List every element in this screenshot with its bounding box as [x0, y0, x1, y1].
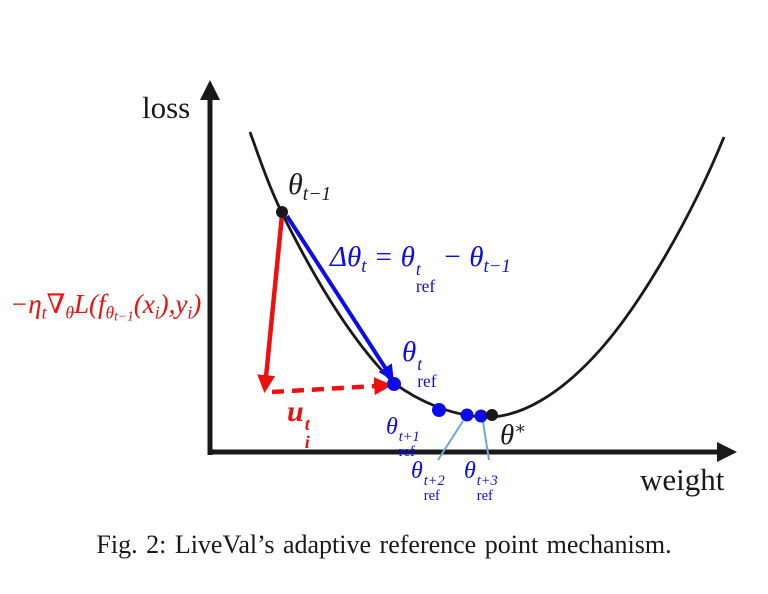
gradient-step-arrow — [257, 214, 285, 394]
curve-points — [276, 206, 498, 423]
theta-prev-label: θt−1 — [288, 168, 332, 206]
theta-ref-t3-dot — [474, 409, 488, 423]
leader-line-theta-ref-t3 — [482, 421, 490, 461]
theta-ref-t1-label: θ t+1 ref — [386, 414, 420, 460]
gradient-term-label: −ηt∇θL(fθt−1(xi),yi) — [10, 289, 202, 324]
u-vector-arrow — [271, 377, 393, 396]
figure-caption: Fig. 2: LiveVal’s adaptive reference poi… — [96, 530, 672, 559]
theta-ref-t-dot — [387, 377, 401, 391]
delta-equation-label: Δθt = θ t ref − θt−1 — [330, 241, 511, 297]
theta-ref-t1-dot — [432, 403, 446, 417]
theta-ref-t-label: θ t ref — [402, 336, 437, 392]
theta-ref-t2-label: θ t+2 ref — [411, 458, 445, 504]
leader-line-theta-ref-t2 — [437, 420, 464, 461]
theta-star-dot — [486, 409, 498, 421]
y-axis-label: loss — [142, 90, 191, 125]
theta-prev-dot — [276, 206, 288, 218]
x-axis-label: weight — [640, 462, 725, 497]
delta-theta-arrow — [285, 214, 394, 382]
theta-ref-t3-label: θ t+3 ref — [464, 458, 498, 504]
theta-ref-t2-dot — [460, 408, 474, 422]
theta-star-label: θ∗ — [500, 418, 527, 451]
